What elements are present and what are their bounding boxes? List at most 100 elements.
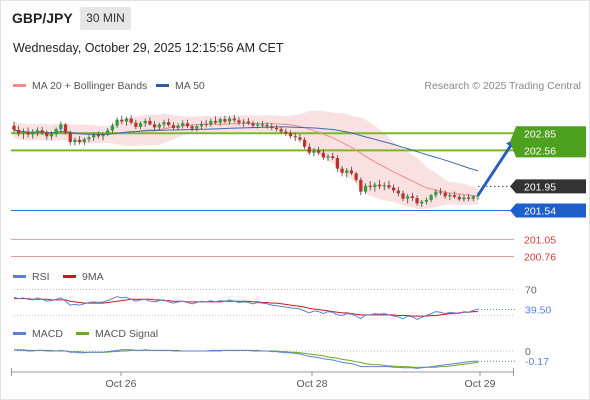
legend-rsi: RSI	[13, 271, 50, 283]
candle-body-67	[326, 156, 330, 158]
candle-body-27	[138, 123, 143, 127]
candle-body-55	[270, 126, 274, 128]
candle-body-29	[148, 120, 152, 125]
candle-body-3	[26, 131, 30, 135]
candle-body-7	[45, 132, 49, 137]
ma50-swatch	[156, 83, 169, 87]
candle-body-73	[354, 173, 358, 180]
candle-body-1	[17, 129, 21, 134]
candle-body-93	[448, 195, 452, 197]
candle-body-32	[162, 122, 166, 125]
legend-ma50-label: MA 50	[175, 80, 205, 92]
x-tick-label-1: Oct 28	[297, 378, 328, 390]
price-box-2	[510, 179, 586, 194]
candle-body-56	[274, 128, 279, 130]
candle-body-18	[96, 135, 101, 137]
ma20-swatch	[13, 83, 26, 87]
candle-body-68	[331, 156, 335, 159]
candle-body-97	[466, 197, 471, 199]
candle-body-86	[415, 198, 419, 204]
rsi-line	[13, 296, 479, 320]
candle-body-90	[434, 191, 438, 196]
candle-body-52	[256, 124, 260, 126]
candle-body-49	[242, 121, 246, 123]
candle-body-6	[40, 130, 44, 133]
candle-body-60	[293, 136, 297, 138]
legend-rsi-ma: 9MA	[63, 271, 104, 283]
candle-body-31	[157, 124, 161, 128]
target-box	[510, 126, 586, 158]
candle-body-43	[213, 120, 218, 123]
credit-label: Research © 2025 Trading Central	[424, 80, 581, 92]
candle-body-76	[368, 185, 372, 187]
candle-body-98	[471, 196, 475, 199]
x-tick-label-2: Oct 29	[465, 378, 496, 390]
rsi-value-label: 39.50	[525, 304, 551, 316]
candle-body-2	[21, 131, 26, 134]
candle-body-94	[452, 195, 457, 197]
timeframe-button[interactable]: 30 MIN	[80, 7, 131, 30]
candle-body-5	[35, 130, 40, 133]
candle-body-14	[77, 139, 82, 143]
legend-macd-signal: MACD Signal	[76, 328, 158, 340]
candle-body-21	[110, 125, 115, 131]
candle-body-15	[82, 139, 86, 143]
candle-body-96	[462, 197, 466, 200]
candle-body-80	[387, 185, 391, 188]
candle-body-62	[302, 139, 307, 147]
macd-line	[13, 349, 478, 369]
legend-rsi-ma-label: 9MA	[82, 271, 104, 283]
candle-body-47	[232, 118, 236, 121]
candle-body-61	[298, 137, 302, 140]
candle-body-63	[307, 146, 311, 153]
candle-body-40	[199, 123, 204, 127]
candle-body-82	[396, 190, 400, 194]
legend-macd-signal-label: MACD Signal	[95, 328, 159, 340]
price-label-0: 202.85	[524, 128, 556, 140]
legend-rsi-label: RSI	[32, 271, 50, 283]
candle-body-36	[181, 123, 185, 126]
candle-body-0	[12, 125, 16, 130]
candle-body-84	[406, 196, 410, 199]
candle-body-71	[345, 170, 349, 173]
candle-body-39	[195, 126, 199, 129]
rsi-ma-swatch	[63, 274, 76, 278]
candle-body-12	[68, 132, 72, 143]
candle-body-88	[424, 199, 429, 202]
candle-body-91	[438, 191, 443, 193]
candle-body-34	[171, 125, 175, 128]
candle-body-57	[279, 129, 283, 132]
candle-body-44	[218, 119, 222, 123]
candle-body-92	[443, 192, 447, 197]
candle-body-53	[260, 124, 265, 126]
legend-ma50: MA 50	[156, 80, 205, 92]
candle-body-81	[391, 187, 396, 191]
candle-body-26	[134, 122, 138, 127]
legend-macd-label: MACD	[32, 328, 63, 340]
candle-body-59	[288, 133, 293, 137]
macd-level-label-0: 0	[525, 346, 531, 358]
candle-body-19	[101, 134, 105, 137]
price-label-2: 201.95	[524, 181, 556, 193]
legend-ma20: MA 20 + Bollinger Bands	[13, 80, 147, 92]
candle-body-64	[312, 150, 316, 153]
x-tick-label-0: Oct 26	[106, 378, 137, 390]
forecast-arrow-shaft	[476, 141, 515, 197]
candle-body-50	[246, 121, 250, 124]
candle-body-20	[106, 130, 110, 135]
candle-body-87	[420, 201, 424, 204]
candle-body-83	[401, 193, 405, 199]
legend-ma20-label: MA 20 + Bollinger Bands	[32, 80, 148, 92]
macd-value-label: -0.17	[525, 356, 549, 368]
candle-body-25	[129, 118, 133, 123]
price-box-3	[510, 203, 586, 218]
candle-body-79	[382, 185, 386, 187]
macd-signal-swatch	[76, 331, 89, 335]
candle-body-89	[429, 195, 433, 200]
legend-macd: MACD	[13, 328, 63, 340]
symbol-title: GBP/JPY	[12, 10, 73, 26]
datetime-label: Wednesday, October 29, 2025 12:15:56 AM …	[13, 41, 284, 55]
candle-body-48	[237, 120, 241, 123]
